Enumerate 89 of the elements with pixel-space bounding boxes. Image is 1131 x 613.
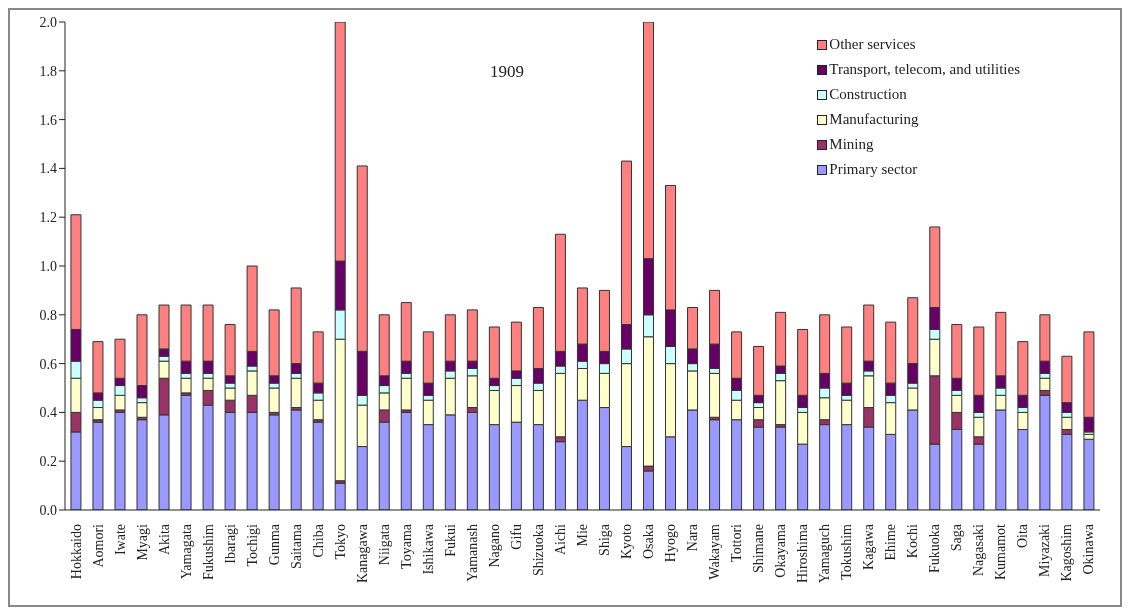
x-tick-label: Tottori bbox=[729, 523, 745, 562]
x-tick-label: Chiba bbox=[310, 523, 326, 558]
x-tick-label: Nagasaki bbox=[971, 523, 987, 577]
x-tick-label: Iwate bbox=[112, 524, 128, 556]
bar bbox=[92, 421, 104, 510]
x-tick-label: Wakayam bbox=[707, 523, 723, 580]
bar bbox=[709, 372, 721, 418]
x-tick-label: Yamanash bbox=[464, 524, 480, 582]
bar bbox=[400, 411, 412, 510]
x-tick-label: Hiroshima bbox=[795, 523, 811, 584]
x-tick-label: Tokushim bbox=[839, 523, 855, 580]
y-tick-label: 0.2 bbox=[39, 454, 57, 470]
bar bbox=[268, 387, 280, 413]
bar bbox=[136, 419, 148, 510]
x-tick-label: Kochi bbox=[905, 523, 921, 559]
y-tick-label: 1.6 bbox=[39, 112, 57, 128]
x-tick-label: Niigata bbox=[376, 523, 392, 566]
x-tick-label: Aichi bbox=[552, 523, 568, 556]
bar bbox=[136, 402, 148, 418]
legend-label: Other services bbox=[829, 36, 916, 53]
bar bbox=[180, 394, 192, 510]
x-tick-label: Fukuoka bbox=[927, 523, 943, 573]
x-tick-label: Kumamot bbox=[993, 523, 1009, 580]
legend-label: Transport, telecom, and utilities bbox=[829, 61, 1020, 78]
y-tick-label: 2.0 bbox=[39, 14, 57, 30]
x-tick-label: Kagawa bbox=[861, 523, 877, 570]
bar bbox=[775, 426, 787, 510]
legend-label: Primary sector bbox=[829, 161, 918, 178]
x-tick-label: Kagoshim bbox=[1059, 523, 1075, 582]
bar bbox=[334, 482, 346, 510]
x-tick-label: Okinawa bbox=[1081, 523, 1097, 575]
y-tick-label: 0.4 bbox=[39, 405, 57, 421]
y-tick-label: 1.8 bbox=[39, 63, 57, 79]
y-tick-label: 1.0 bbox=[39, 258, 57, 274]
bar bbox=[1061, 433, 1073, 510]
x-tick-label: Ehime bbox=[883, 524, 899, 561]
bar bbox=[400, 377, 412, 411]
x-tick-label: Mie bbox=[575, 524, 590, 547]
bar bbox=[1039, 394, 1051, 510]
x-tick-label: Gifu bbox=[508, 524, 524, 550]
x-tick-label: Miyazaki bbox=[1037, 523, 1053, 577]
bar bbox=[466, 411, 478, 510]
x-tick-label: Oita bbox=[1015, 523, 1031, 549]
x-tick-label: Shiga bbox=[597, 523, 613, 556]
bar bbox=[290, 377, 302, 409]
bar bbox=[554, 441, 566, 510]
x-tick-label: Okayama bbox=[773, 523, 789, 578]
x-tick-label: Saitama bbox=[288, 523, 304, 570]
bar bbox=[643, 470, 654, 510]
x-tick-label: Aomori bbox=[90, 523, 106, 568]
x-tick-label: Tochigi bbox=[244, 523, 260, 567]
x-tick-label: Tokyo bbox=[332, 524, 348, 560]
bar bbox=[290, 409, 302, 510]
x-tick-label: Myagi bbox=[134, 523, 150, 561]
x-tick-label: Ibaragi bbox=[222, 523, 238, 564]
y-tick-label: 1.4 bbox=[39, 161, 57, 177]
x-tick-label: Kyoto bbox=[619, 524, 635, 559]
bar bbox=[114, 411, 126, 510]
bar bbox=[312, 421, 324, 510]
x-tick-label: Saga bbox=[949, 523, 965, 552]
x-tick-label: Osaka bbox=[641, 523, 657, 559]
bar bbox=[1083, 438, 1095, 510]
x-tick-label: Kanagawa bbox=[354, 523, 370, 584]
x-tick-label: Toyama bbox=[398, 523, 414, 569]
x-tick-label: Yamagata bbox=[178, 523, 194, 580]
bar bbox=[268, 414, 280, 510]
legend-label: Mining bbox=[829, 136, 874, 153]
x-tick-label: Fukui bbox=[442, 523, 458, 557]
legend-label: Manufacturing bbox=[829, 111, 919, 128]
x-tick-label: Gunma bbox=[266, 523, 282, 566]
y-tick-label: 1.2 bbox=[39, 210, 57, 226]
x-tick-label: Nara bbox=[685, 523, 701, 552]
x-tick-label: Yamaguch bbox=[817, 524, 833, 584]
bar bbox=[819, 424, 831, 510]
y-tick-label: 0.6 bbox=[39, 356, 57, 372]
x-tick-label: Hokkaido bbox=[68, 524, 84, 580]
y-tick-label: 0.8 bbox=[39, 307, 57, 323]
x-tick-label: Nagano bbox=[486, 524, 502, 568]
bar bbox=[180, 377, 192, 394]
x-tick-label: Shizuoka bbox=[530, 523, 546, 577]
legend-label: Construction bbox=[829, 86, 907, 103]
x-tick-label: Akita bbox=[156, 523, 172, 556]
x-tick-label: Shimane bbox=[751, 524, 767, 573]
x-tick-label: Hyogo bbox=[663, 524, 679, 563]
text: 1909 bbox=[490, 62, 524, 82]
y-tick-label: 0.0 bbox=[39, 502, 57, 518]
x-tick-label: Ishikawa bbox=[420, 523, 436, 575]
bar bbox=[709, 419, 721, 510]
x-tick-label: Fukushim bbox=[200, 523, 216, 581]
